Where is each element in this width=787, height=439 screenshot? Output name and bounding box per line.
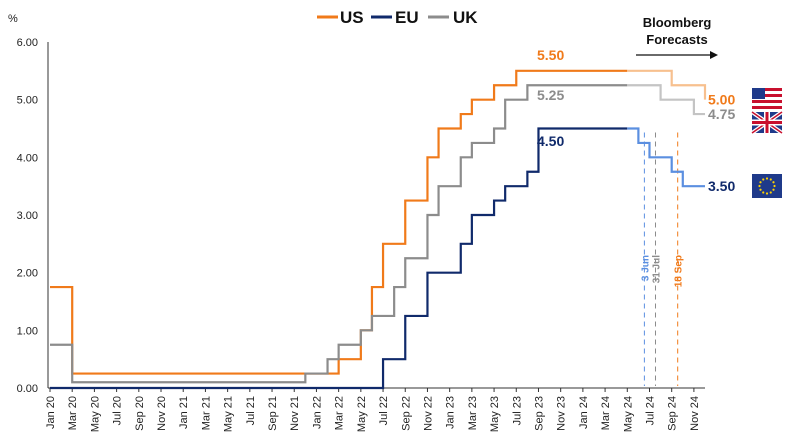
forecast-line-uk xyxy=(627,85,705,114)
x-tick-label: Sep 20 xyxy=(134,396,146,431)
y-tick-label: 6.00 xyxy=(17,37,38,49)
forecast-marker-label: 3 Jun xyxy=(640,255,651,281)
y-tick-label: 2.00 xyxy=(17,268,38,280)
eu-flag-star xyxy=(766,192,768,194)
eu-flag-star xyxy=(762,178,764,180)
x-tick-label: Jul 22 xyxy=(378,396,390,425)
series-line-us xyxy=(50,71,627,374)
x-tick-label: Mar 24 xyxy=(600,396,612,430)
x-tick-label: Jul 23 xyxy=(511,396,523,425)
eu-flag-star xyxy=(759,189,761,191)
x-tick-label: Nov 24 xyxy=(689,396,701,431)
peak-label-eu: 4.50 xyxy=(537,133,564,149)
forecast-marker-label: 18 Sep xyxy=(674,255,685,287)
y-axis-unit: % xyxy=(8,13,18,25)
series-line-uk xyxy=(50,85,627,382)
x-tick-label: Jan 20 xyxy=(45,396,57,429)
us-flag-icon xyxy=(752,88,782,109)
legend-label-us: US xyxy=(340,8,364,27)
y-tick-label: 3.00 xyxy=(17,210,38,222)
eu-flag-star xyxy=(766,177,768,179)
y-ticks: 0.00 1.00 2.00 3.00 4.00 5.00 6.00 xyxy=(17,37,38,395)
x-tick-label: Sep 23 xyxy=(533,396,545,431)
us-flag-stripe xyxy=(752,103,782,106)
x-tick-label: Mar 23 xyxy=(467,396,479,430)
x-tick-label: May 22 xyxy=(356,396,368,432)
x-tick-label: Jan 21 xyxy=(178,396,190,429)
x-tick-label: May 20 xyxy=(89,396,101,432)
forecast-note: Bloomberg Forecasts xyxy=(636,15,718,59)
eu-flag-star xyxy=(773,185,775,187)
x-tick-label: Sep 24 xyxy=(667,396,679,431)
x-ticks: Jan 20 Mar 20 May 20 Jul 20 Sep 20 Nov 20 Jan … xyxy=(45,388,701,432)
x-tick-label: Jan 24 xyxy=(578,396,590,429)
forecast-markers: 3 Jun 31 Jul 18 Sep xyxy=(640,133,684,387)
us-flag-stripe xyxy=(752,106,782,109)
eu-flag-star xyxy=(762,191,764,193)
legend-label-uk: UK xyxy=(453,8,478,27)
peak-label-uk: 5.25 xyxy=(537,87,564,103)
us-flag-canton xyxy=(752,88,765,99)
eu-flag-icon xyxy=(752,174,782,198)
us-flag-stripe xyxy=(752,100,782,103)
flags xyxy=(752,88,782,198)
uk-flag-icon xyxy=(752,112,782,133)
x-tick-label: Nov 22 xyxy=(422,396,434,431)
eu-flag-star xyxy=(759,181,761,183)
y-tick-label: 0.00 xyxy=(17,383,38,395)
y-tick-label: 4.00 xyxy=(17,152,38,164)
eu-flag-star xyxy=(772,181,774,183)
uk-flag-cross-red xyxy=(752,121,782,124)
x-tick-label: Jan 23 xyxy=(445,396,457,429)
forecast-arrow-head xyxy=(710,51,718,59)
x-tick-label: May 24 xyxy=(622,396,634,432)
peak-label-us: 5.50 xyxy=(537,47,564,63)
forecast-note-line-2: Forecasts xyxy=(646,32,707,47)
x-tick-label: Mar 22 xyxy=(334,396,346,430)
x-tick-label: Nov 21 xyxy=(289,396,301,431)
x-tick-label: May 23 xyxy=(489,396,501,432)
end-label-uk: 4.75 xyxy=(708,106,735,122)
x-tick-label: May 21 xyxy=(223,396,235,432)
x-tick-label: Nov 20 xyxy=(156,396,168,431)
eu-flag-star xyxy=(770,191,772,193)
x-tick-label: Jul 24 xyxy=(644,396,656,425)
x-tick-label: Mar 21 xyxy=(200,396,212,430)
x-tick-label: Sep 21 xyxy=(267,396,279,431)
series-lines xyxy=(50,71,705,388)
forecast-note-line-1: Bloomberg xyxy=(643,15,712,30)
x-tick-label: Jul 21 xyxy=(245,396,257,425)
eu-flag-star xyxy=(772,189,774,191)
eu-flag-star xyxy=(770,178,772,180)
forecast-line-eu xyxy=(627,129,705,187)
x-tick-label: Mar 20 xyxy=(67,396,79,430)
legend: US EU UK xyxy=(317,8,478,27)
x-tick-label: Nov 23 xyxy=(556,396,568,431)
eu-flag-star xyxy=(758,185,760,187)
forecast-marker-label: 31 Jul xyxy=(651,255,662,284)
y-tick-label: 1.00 xyxy=(17,325,38,337)
end-label-eu: 3.50 xyxy=(708,178,735,194)
x-tick-label: Jul 20 xyxy=(112,396,124,425)
value-labels: 5.505.004.503.505.254.75 xyxy=(537,47,735,194)
legend-label-eu: EU xyxy=(395,8,419,27)
x-tick-label: Sep 22 xyxy=(400,396,412,431)
x-tick-label: Jan 22 xyxy=(311,396,323,429)
y-tick-label: 5.00 xyxy=(17,95,38,107)
